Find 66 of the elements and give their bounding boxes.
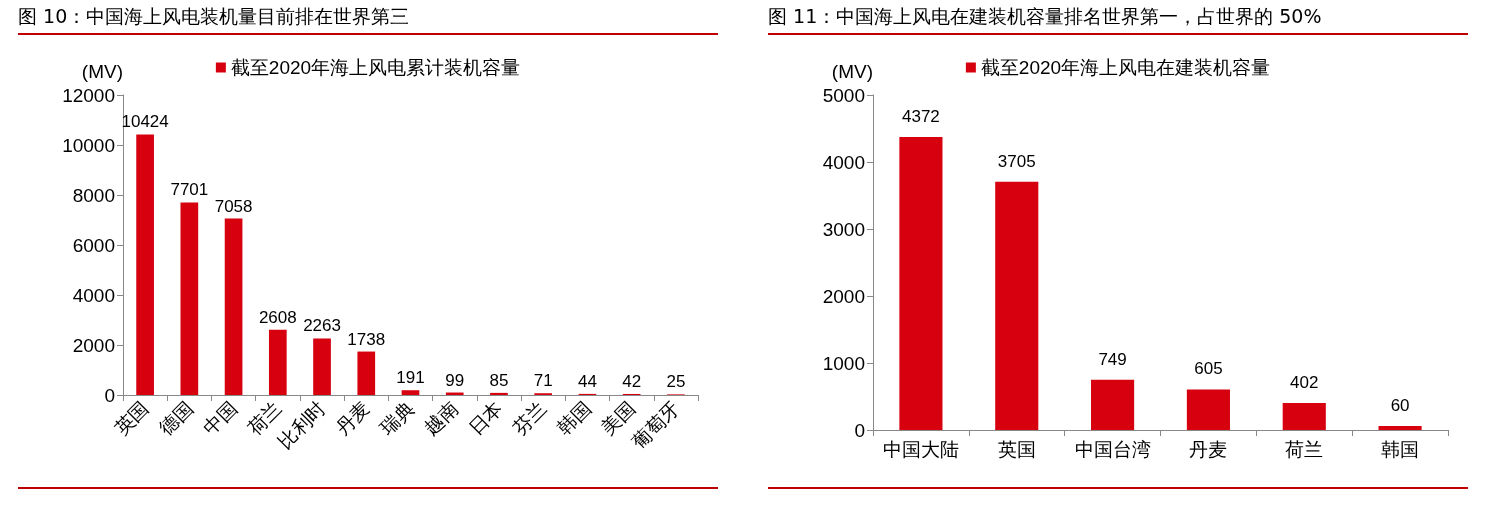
bar [224, 218, 243, 395]
data-label: 44 [577, 371, 597, 391]
x-tick-label: 日本 [464, 397, 507, 440]
data-label: 60 [1390, 395, 1410, 415]
bar [136, 134, 154, 395]
legend-label: 截至2020年海上风电累计装机容量 [230, 57, 521, 78]
y-tick-label: 3000 [822, 218, 865, 240]
y-tick-label: 8000 [72, 184, 115, 206]
data-label: 1738 [347, 329, 386, 349]
data-label: 749 [1098, 349, 1127, 369]
y-tick-label: 0 [104, 384, 115, 406]
data-label: 85 [489, 370, 509, 390]
data-label: 3705 [997, 151, 1036, 171]
x-tick-label: 中国 [199, 397, 241, 440]
y-tick-label: 6000 [72, 234, 115, 256]
bar [401, 390, 420, 395]
y-tick-label: 4000 [822, 151, 865, 173]
data-label: 191 [396, 368, 425, 388]
bar [180, 202, 199, 395]
x-tick-label: 韩国 [1381, 439, 1420, 460]
data-label: 2608 [258, 307, 297, 327]
data-label: 402 [1290, 373, 1319, 393]
x-tick-label: 丹麦 [1189, 439, 1228, 460]
bar [313, 338, 331, 395]
data-label: 99 [445, 370, 465, 390]
chart-title: 图 10：中国海上风电装机量目前排在世界第三 [18, 4, 411, 29]
x-tick-label: 中国大陆 [882, 439, 959, 460]
bar [899, 137, 943, 430]
x-tick-label: 越南 [420, 397, 463, 440]
y-axis-title: (MV) [81, 61, 123, 82]
data-label: 25 [666, 372, 686, 392]
y-tick-label: 10000 [62, 134, 115, 156]
x-tick-label: 瑞典 [376, 397, 418, 440]
data-label: 2263 [303, 316, 341, 336]
bar [357, 351, 376, 395]
legend-label: 截至2020年海上风电在建装机容量 [980, 57, 1271, 78]
x-tick-label: 中国台湾 [1074, 439, 1151, 460]
x-tick-label: 荷兰 [1285, 439, 1324, 460]
x-tick-label: 芬兰 [508, 397, 551, 440]
bar [490, 392, 508, 395]
data-label: 10424 [121, 112, 169, 132]
bar [268, 329, 287, 395]
bar [1186, 389, 1230, 430]
bar [1282, 403, 1326, 430]
data-label: 7058 [214, 196, 253, 216]
bar [1378, 425, 1422, 430]
y-tick-label: 12000 [62, 84, 115, 106]
data-label: 42 [622, 371, 642, 391]
y-tick-label: 5000 [822, 84, 865, 106]
y-axis-title: (MV) [831, 61, 873, 82]
y-tick-label: 2000 [822, 285, 865, 307]
x-tick-label: 德国 [155, 397, 197, 440]
x-tick-label: 韩国 [553, 397, 595, 440]
bar [1091, 379, 1135, 430]
data-label: 71 [533, 371, 553, 391]
y-tick-label: 4000 [72, 284, 115, 306]
y-tick-label: 1000 [822, 352, 865, 374]
chart-title: 图 11：中国海上风电在建装机容量排名世界第一，占世界的 50% [768, 4, 1323, 29]
y-tick-label: 0 [854, 419, 865, 441]
data-label: 7701 [170, 180, 209, 200]
y-tick-label: 2000 [72, 334, 115, 356]
data-label: 4372 [902, 107, 940, 127]
x-tick-label: 英国 [997, 439, 1036, 460]
data-label: 605 [1194, 359, 1223, 379]
bar [995, 181, 1039, 430]
x-tick-label: 丹麦 [331, 397, 374, 440]
